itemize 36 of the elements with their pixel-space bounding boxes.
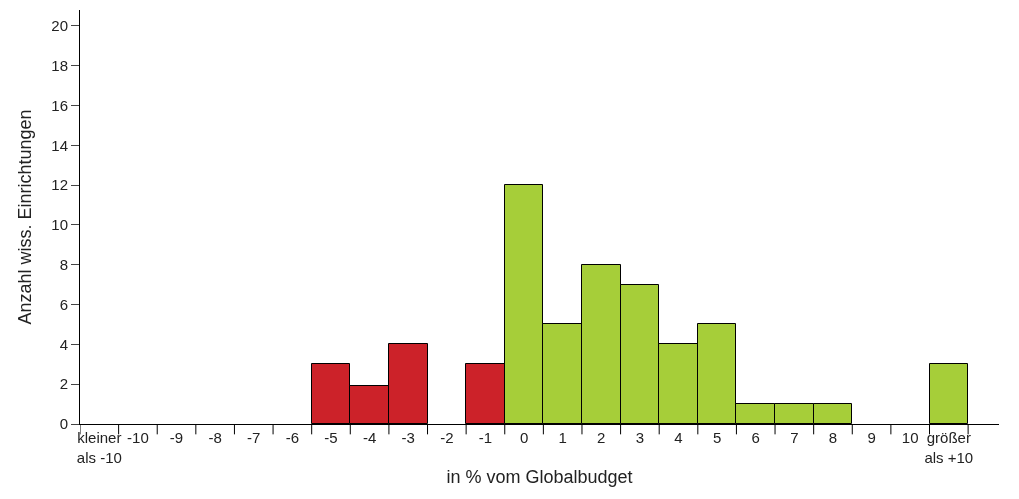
y-tick-label: 10 bbox=[51, 216, 68, 234]
y-tick-label: 8 bbox=[59, 256, 68, 274]
x-tick-label: -1 bbox=[478, 429, 493, 446]
x-tick-label: 6 bbox=[751, 429, 760, 446]
x-tick-label: -3 bbox=[401, 429, 415, 446]
y-tick-label: 16 bbox=[51, 96, 68, 114]
x-tick-label: 3 bbox=[635, 429, 645, 446]
y-axis-title: Anzahl wiss. Einrichtungen bbox=[14, 109, 35, 325]
x-tick-label: 8 bbox=[828, 429, 838, 446]
x-tick-label: -5 bbox=[324, 429, 338, 446]
x-tick-label: 0 bbox=[519, 429, 529, 446]
x-tick-label: 10 bbox=[901, 429, 919, 446]
x-tick-label: 2 bbox=[597, 429, 606, 446]
x-tick-label: 4 bbox=[674, 429, 683, 446]
x-tick-label: -2 bbox=[440, 429, 454, 446]
x-tick-label: kleiner als -10 bbox=[76, 429, 122, 466]
y-tick-label: 12 bbox=[51, 176, 68, 194]
y-tick-label: 2 bbox=[59, 375, 68, 393]
x-tick-label: 5 bbox=[712, 429, 722, 446]
x-tick-label: -8 bbox=[208, 429, 222, 446]
y-tick-label: 20 bbox=[51, 17, 68, 35]
y-tick-label: 6 bbox=[59, 295, 68, 313]
x-tick-label: -4 bbox=[362, 429, 377, 446]
x-tick-label: -6 bbox=[285, 429, 300, 446]
x-tick-label: 9 bbox=[867, 429, 876, 446]
x-axis-title: in % vom Globalbudget bbox=[446, 466, 633, 487]
x-tick-label: 1 bbox=[558, 429, 567, 446]
x-tick-label: 7 bbox=[790, 429, 799, 446]
y-tick-label: 0 bbox=[59, 415, 68, 433]
x-tick-label: größer als +10 bbox=[924, 429, 974, 466]
x-tick-label: -10 bbox=[127, 429, 149, 446]
y-tick-label: 14 bbox=[51, 136, 68, 154]
x-tick-label: -7 bbox=[247, 429, 261, 446]
y-tick-label: 18 bbox=[51, 56, 68, 74]
x-tick-label: -9 bbox=[169, 429, 184, 446]
y-tick-label: 4 bbox=[59, 335, 68, 353]
